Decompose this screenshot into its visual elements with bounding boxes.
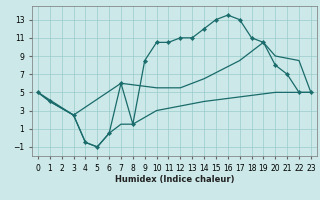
X-axis label: Humidex (Indice chaleur): Humidex (Indice chaleur) [115,175,234,184]
